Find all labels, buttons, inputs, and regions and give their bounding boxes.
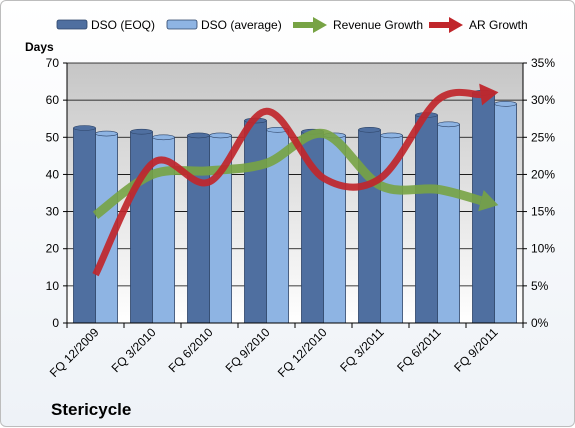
legend: DSO (EOQ) DSO (average) Revenue Growth AR G… [56,17,528,33]
y-right-tick-label: 35% [531,56,555,70]
y-left-tick-label: 30 [46,205,60,219]
bar-top [130,128,153,135]
x-tick-label: FQ 9/2010 [223,325,273,375]
y-left-tick-label: 10 [46,279,60,293]
bar [187,135,210,324]
bar [494,103,517,324]
y-right-tick-label: 25% [531,130,555,144]
bar [73,127,96,324]
legend-arrowhead [313,17,327,33]
y-left-tick-label: 20 [46,242,60,256]
bar-top [209,132,232,139]
y-right-tick-label: 20% [531,167,555,181]
y-right-tick-label: 15% [531,205,555,219]
y-left-axis-title: Days [25,40,54,54]
y-right-tick-label: 5% [531,279,549,293]
bar-top [73,125,96,131]
y-left-tick-label: 0 [52,316,59,330]
bar-top [152,134,175,141]
bar [358,129,381,324]
series-arrowhead [478,189,499,212]
y-right-tick-label: 30% [531,93,555,107]
bar-top [358,127,381,133]
company-name: Stericycle [51,400,131,419]
x-tick-label: FQ 3/2011 [337,325,387,375]
y-right-tick-label: 0% [531,316,549,330]
series-line [92,88,482,277]
y-left-tick-label: 60 [46,93,60,107]
legend-arrowhead [449,17,463,33]
y-left-tick-label: 40 [46,167,60,181]
series-arrowhead [479,83,499,106]
legend-dso-average: DSO (average) [166,18,282,32]
legend-swatch [166,19,198,30]
y-left-tick-label: 70 [46,56,60,70]
y-left-tick-label: 50 [46,130,60,144]
legend-dso-eoq: DSO (EOQ) [56,18,155,32]
bar-top [95,130,118,137]
line-layer [92,83,499,277]
bar [415,114,438,324]
bar [244,120,267,324]
legend-ar-growth: AR Growth [429,17,528,33]
x-tick-label: FQ 9/2011 [451,325,501,375]
x-tick-label: FQ 3/2010 [109,325,159,375]
x-tick-label: FQ 6/2011 [394,325,444,375]
bar [437,123,460,324]
x-tick-label: FQ 12/2009 [47,325,102,380]
legend-label: AR Growth [469,18,528,32]
legend-label: Revenue Growth [333,18,423,32]
legend-label: DSO (EOQ) [91,18,155,32]
bar [130,131,153,324]
bar-top [494,101,517,107]
legend-swatch [56,19,88,30]
bar-top [380,132,403,139]
bar-top [437,121,460,128]
y-right-tick-label: 10% [531,242,555,256]
bar [323,135,346,324]
x-tick-label: FQ 6/2010 [166,325,216,375]
x-tick-label: FQ 12/2010 [275,325,330,380]
bar-top [187,132,210,139]
legend-revenue-growth: Revenue Growth [293,17,423,33]
legend-label: DSO (average) [201,18,282,32]
